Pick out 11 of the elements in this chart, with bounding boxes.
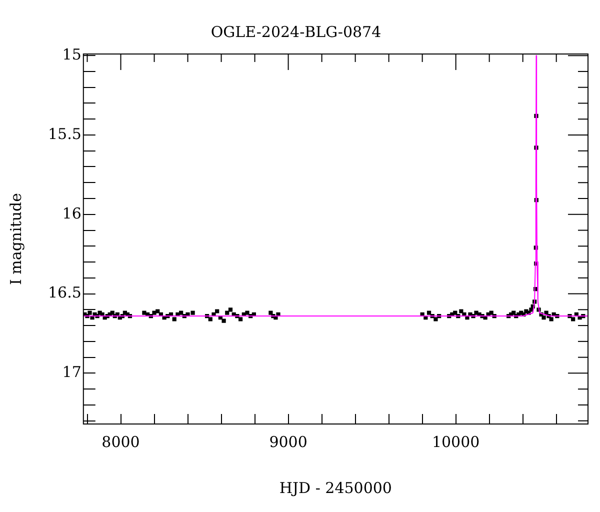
chart-title: OGLE-2024-BLG-0874 bbox=[210, 22, 382, 41]
y-tick-label: 16 bbox=[62, 204, 82, 222]
y-tick-label: 15.5 bbox=[48, 124, 82, 143]
y-tick-label: 16.5 bbox=[48, 284, 82, 302]
y-tick-label: 15 bbox=[62, 45, 82, 64]
y-tick-label: 17 bbox=[62, 363, 82, 382]
x-tick-label: 10000 bbox=[432, 432, 480, 451]
y-axis-title: I magnitude bbox=[6, 192, 25, 286]
x-axis-title: HJD - 2450000 bbox=[279, 478, 392, 497]
x-tick-label: 8000 bbox=[102, 432, 140, 451]
x-tick-label: 9000 bbox=[269, 432, 308, 451]
